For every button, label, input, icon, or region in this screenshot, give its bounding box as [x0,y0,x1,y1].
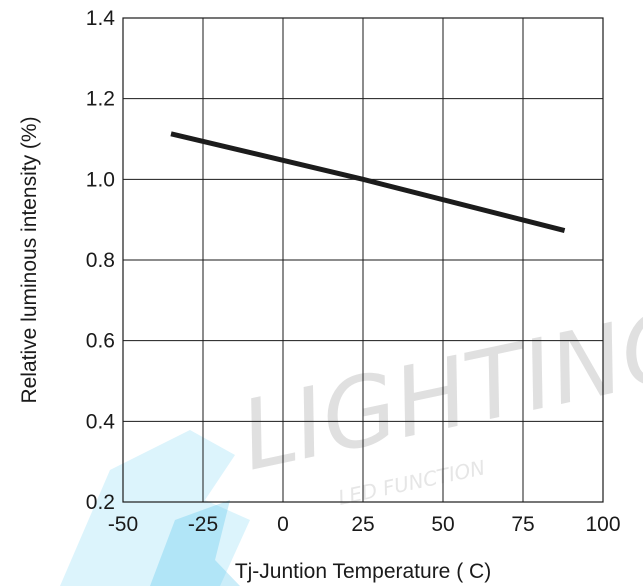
y-tick-label: 1.4 [86,7,116,30]
watermark: LIGHTING LED FUNCTION [60,287,643,586]
plot-grid [123,18,603,502]
x-tick-label: 25 [351,513,374,536]
y-tick-label: 0.6 [86,330,115,353]
series-layer [170,131,566,233]
x-tick-labels: -50 -25 0 25 50 75 100 [108,513,621,536]
x-tick-label: -50 [108,513,138,536]
x-tick-label: 100 [585,513,620,536]
y-tick-labels: 0.2 0.4 0.6 0.8 1.0 1.2 1.4 [86,7,116,514]
watermark-logo-shape-2 [150,500,240,586]
watermark-text: LIGHTING [231,287,643,493]
y-tick-label: 0.4 [86,410,116,433]
series-line [170,131,566,233]
y-axis-label: Relative luminous intensity (%) [18,116,41,403]
y-tick-label: 0.8 [86,249,115,272]
x-axis-label: Tj-Juntion Temperature ( C) [235,560,491,583]
x-tick-label: 0 [277,513,289,536]
y-tick-label: 1.0 [86,168,115,191]
x-tick-label: -25 [188,513,218,536]
y-tick-label: 1.2 [86,88,115,111]
y-tick-label: 0.2 [86,491,115,514]
x-tick-label: 50 [431,513,454,536]
x-tick-label: 75 [511,513,534,536]
plot-frame [122,17,604,503]
